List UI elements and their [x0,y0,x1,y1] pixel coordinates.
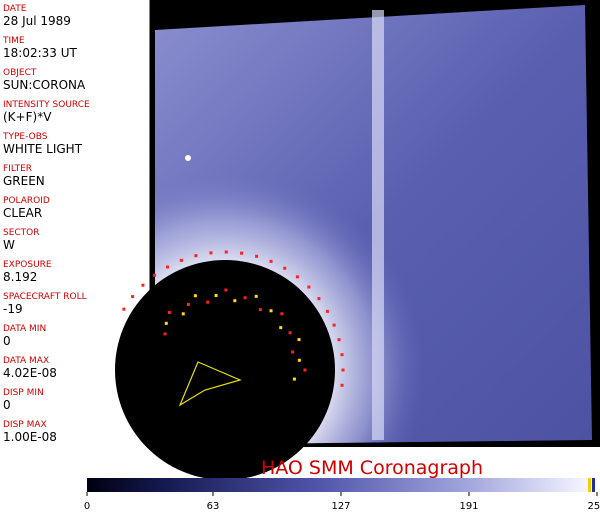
marker [233,299,237,303]
marker [214,294,218,298]
markers [122,250,345,387]
field-value: 28 Jul 1989 [3,14,71,28]
outline [178,361,242,407]
marker [307,285,311,289]
marker [194,254,198,258]
streamer [372,10,384,440]
tick-label: 63 [207,501,220,512]
field-value: W [3,238,15,252]
marker [332,323,336,327]
marker [164,321,168,325]
marker [255,254,259,258]
marker [224,250,228,254]
field-value: 18:02:33 UT [3,46,77,60]
marker [258,308,262,312]
field-label: DISP MAX [3,420,47,430]
marker [325,309,329,313]
marker [337,338,341,342]
marker [141,283,145,287]
marker [254,294,258,298]
marker [181,312,185,316]
title: HAO SMM Coronagraph [261,457,483,479]
field-label: INTENSITY SOURCE [3,100,90,110]
field-value: (K+F)*V [3,110,52,124]
marker [165,265,169,269]
colorbar-mark [592,478,595,492]
field-label: TYPE-OBS [2,132,48,142]
colorbar-mark [588,478,591,492]
tick-label: 127 [331,501,350,512]
marker [243,296,247,300]
field-value: GREEN [3,174,45,188]
field-label: SPACECRAFT ROLL [3,292,87,302]
field-value: CLEAR [3,206,42,220]
marker [283,266,287,270]
field-value: -19 [3,302,23,316]
field-label: POLAROID [3,196,50,206]
field-label: OBJECT [3,68,37,78]
field-label: TIME [2,36,25,46]
marker [279,326,283,330]
marker [295,275,299,279]
marker [297,338,301,342]
star [185,155,191,161]
marker [340,383,344,387]
tick-label: 191 [459,501,478,512]
field-label: DATE [3,4,27,14]
marker [288,331,292,335]
marker [193,294,197,298]
field-value: WHITE LIGHT [3,142,83,156]
field-label: FILTER [3,164,32,174]
field-value: 0 [3,398,11,412]
marker [341,368,345,372]
marker [179,258,183,262]
field-label: EXPOSURE [3,260,52,270]
colorbar [87,478,600,492]
marker [209,251,213,255]
field-value: SUN:CORONA [3,78,86,92]
field-value: 0 [3,334,11,348]
field-label: DATA MAX [3,356,49,366]
field-label: SECTOR [3,228,40,238]
field-label: DISP MIN [3,388,44,398]
marker [131,295,135,299]
field-label: DATA MIN [3,324,46,334]
marker [317,297,321,301]
field-value: 8.192 [3,270,37,284]
marker [292,377,296,381]
marker [122,307,126,311]
marker [240,251,244,255]
marker [291,350,295,354]
field-value: 1.00E-08 [3,430,57,444]
occulting-disk [115,260,335,480]
marker [206,300,210,304]
marker [186,303,190,307]
field-value: 4.02E-08 [3,366,57,380]
marker [224,288,228,292]
marker [269,259,273,263]
marker [340,353,344,357]
tick-label: 255 [587,501,600,512]
marker [303,368,307,372]
tick-label: 0 [84,501,90,512]
marker [280,312,284,316]
marker [153,273,157,277]
marker [297,358,301,362]
marker [269,309,273,313]
marker [167,311,171,315]
marker [163,332,167,336]
